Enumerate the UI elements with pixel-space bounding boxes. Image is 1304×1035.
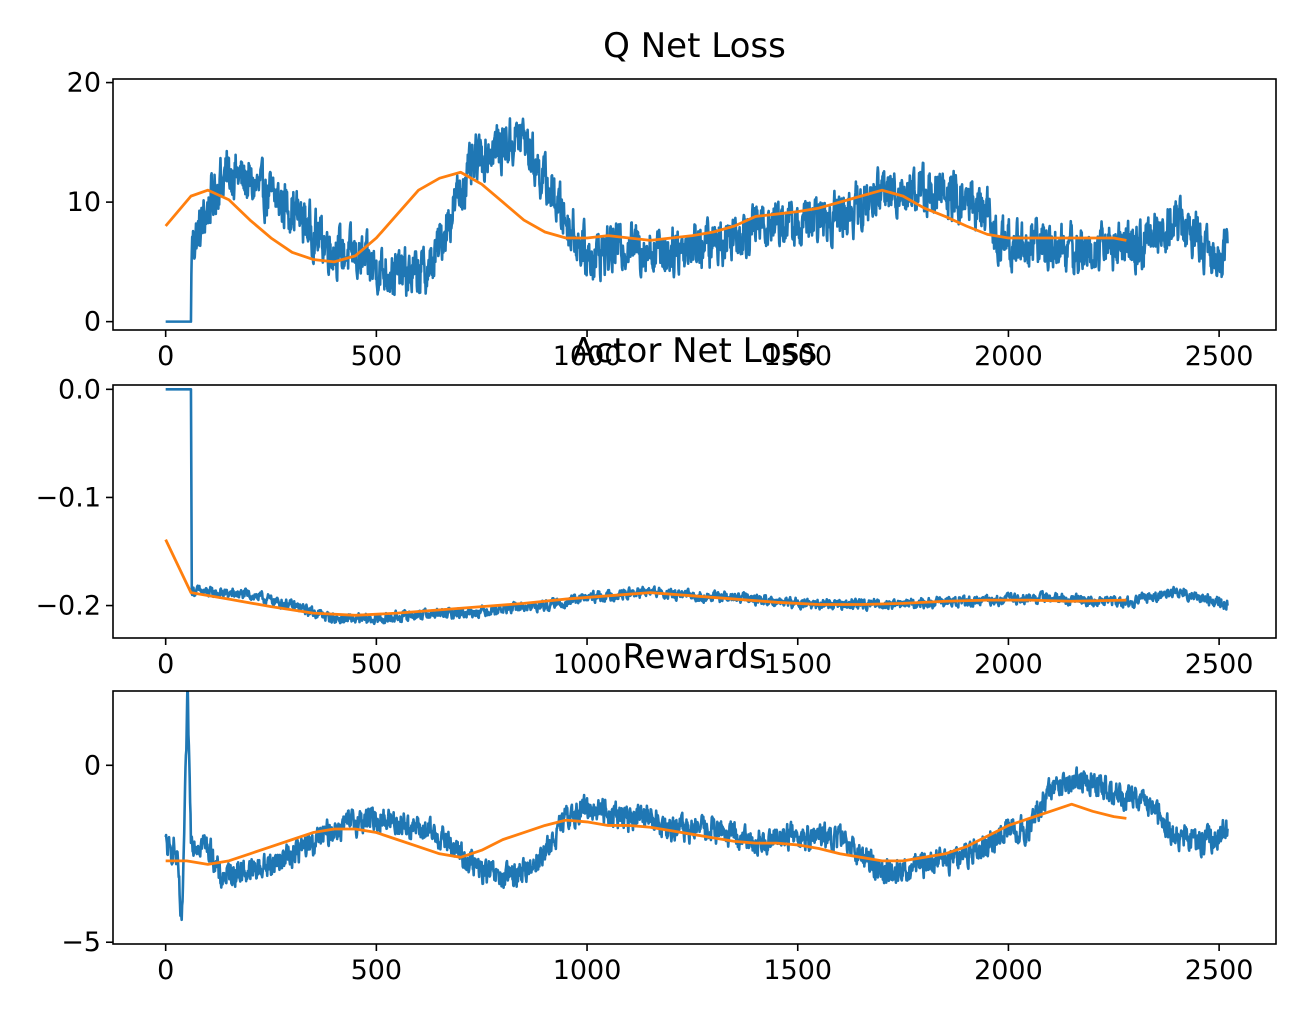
series-line-raw-q-net-loss xyxy=(164,117,1229,323)
x-tick-label: 2000 xyxy=(974,341,1043,372)
x-tick-label: 1000 xyxy=(553,955,622,986)
chart-title-actor-net-loss: Actor Net Loss xyxy=(572,331,817,371)
x-tick-label: 0 xyxy=(157,341,174,372)
subplot-rewards: 0 500 1000 1500 2000 2500 0 −5 Rewards xyxy=(61,637,1277,986)
axes-frame-q-net-loss xyxy=(112,78,1277,331)
x-axis-q-net-loss: 0 500 1000 1500 2000 2500 xyxy=(157,330,1253,372)
chart-title-q-net-loss: Q Net Loss xyxy=(603,26,786,66)
chart-title-rewards: Rewards xyxy=(622,637,766,677)
series-line-smooth-rewards xyxy=(165,802,1127,866)
x-axis-rewards: 0 500 1000 1500 2000 2500 xyxy=(157,944,1253,986)
y-axis-q-net-loss: 0 10 20 xyxy=(67,68,113,338)
x-tick-label: 500 xyxy=(351,649,403,680)
axes-frame-rewards xyxy=(112,690,1277,945)
subplot-q-net-loss: 0 500 1000 1500 2000 2500 0 10 20 Q Net Loss xyxy=(67,26,1277,372)
y-tick-label: −0.1 xyxy=(35,482,101,513)
x-tick-label: 500 xyxy=(351,341,403,372)
x-tick-label: 2500 xyxy=(1185,649,1254,680)
x-tick-label: 1000 xyxy=(553,649,622,680)
subplot-actor-net-loss: 0 500 1000 1500 2000 2500 0.0 −0.1 −0.2 Actor N… xyxy=(35,331,1277,680)
y-axis-actor-net-loss: 0.0 −0.1 −0.2 xyxy=(35,374,113,622)
x-tick-label: 1000 xyxy=(553,341,622,372)
plot-area-q-net-loss xyxy=(164,117,1229,323)
x-tick-label: 1500 xyxy=(763,341,832,372)
x-tick-label: 1500 xyxy=(763,955,832,986)
x-tick-label: 2500 xyxy=(1185,955,1254,986)
x-tick-label: 500 xyxy=(351,955,403,986)
series-line-smooth-actor-net-loss xyxy=(164,539,1127,617)
y-tick-label: 10 xyxy=(67,187,101,218)
x-axis-actor-net-loss: 0 500 1000 1500 2000 2500 xyxy=(157,638,1253,680)
y-tick-label: −5 xyxy=(61,927,101,958)
y-axis-rewards: 0 −5 xyxy=(61,750,113,958)
series-line-smooth-q-net-loss xyxy=(164,170,1127,264)
axes-frame-actor-net-loss xyxy=(112,384,1277,639)
y-tick-label: 20 xyxy=(67,68,101,99)
x-tick-label: 2500 xyxy=(1185,341,1254,372)
x-tick-label: 0 xyxy=(157,649,174,680)
x-tick-label: 1500 xyxy=(763,649,832,680)
plot-area-actor-net-loss xyxy=(164,388,1229,626)
x-tick-label: 2000 xyxy=(974,955,1043,986)
y-tick-label: 0 xyxy=(84,307,101,338)
series-line-raw-rewards xyxy=(164,691,1229,922)
y-tick-label: −0.2 xyxy=(35,591,101,622)
plot-area-rewards xyxy=(164,691,1229,922)
y-tick-label: 0 xyxy=(84,750,101,781)
x-tick-label: 2000 xyxy=(974,649,1043,680)
y-tick-label: 0.0 xyxy=(58,374,101,405)
x-tick-label: 0 xyxy=(157,955,174,986)
